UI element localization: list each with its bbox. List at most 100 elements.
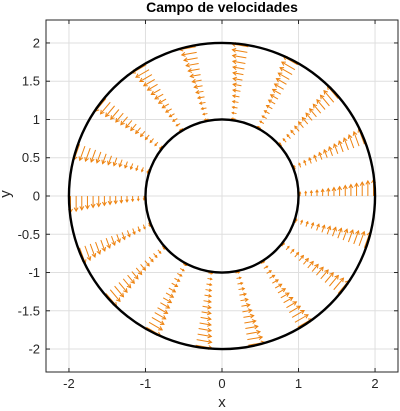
velocity-arrow: [324, 272, 334, 283]
velocity-arrow: [239, 293, 247, 296]
velocity-arrowhead: [115, 117, 120, 123]
velocity-arrow: [333, 277, 344, 291]
velocity-arrowhead: [161, 315, 167, 320]
x-axis-label: x: [218, 394, 226, 411]
velocity-arrowhead: [118, 163, 123, 168]
velocity-arrow: [326, 226, 331, 235]
velocity-arrow: [151, 316, 165, 325]
velocity-arrowhead: [90, 157, 95, 163]
velocity-arrowhead: [181, 268, 185, 272]
velocity-arrowhead: [238, 276, 242, 280]
velocity-arrowhead: [161, 104, 166, 109]
velocity-arrowhead: [296, 305, 302, 310]
velocity-arrowhead: [86, 256, 92, 262]
velocity-arrowhead: [144, 136, 149, 141]
velocity-arrowhead: [135, 130, 140, 135]
velocity-arrowhead: [137, 270, 143, 276]
velocity-arrowhead: [323, 89, 328, 95]
velocity-arrow: [165, 292, 174, 298]
velocity-arrowhead: [167, 298, 173, 304]
velocity-arrowhead: [333, 143, 338, 149]
velocity-arrow: [165, 108, 172, 113]
velocity-arrowhead: [318, 151, 323, 156]
velocity-arrowhead: [154, 143, 158, 147]
velocity-arrowhead: [292, 301, 298, 306]
velocity-arrowhead: [277, 72, 283, 77]
velocity-arrowhead: [273, 83, 279, 88]
velocity-arrowhead: [84, 157, 89, 163]
velocity-arrow: [309, 108, 317, 118]
velocity-arrowhead: [300, 254, 305, 259]
velocity-arrowhead: [331, 186, 337, 192]
y-tick-label: 0: [33, 189, 40, 204]
velocity-arrowhead: [146, 86, 152, 91]
velocity-arrow: [232, 89, 241, 92]
velocity-arrowhead: [261, 115, 265, 119]
velocity-arrow: [301, 117, 309, 125]
velocity-arrowhead: [195, 90, 200, 95]
outer-circle: [67, 41, 377, 351]
velocity-arrow: [197, 96, 205, 99]
velocity-arrowhead: [124, 164, 128, 169]
velocity-arrowhead: [90, 203, 96, 209]
velocity-arrowhead: [99, 109, 105, 115]
velocity-arrowhead: [182, 57, 188, 63]
velocity-arrowhead: [139, 77, 144, 83]
velocity-arrowhead: [209, 283, 213, 287]
velocity-arrow: [278, 72, 290, 80]
velocity-arrow: [90, 149, 97, 163]
velocity-arrow: [272, 88, 282, 95]
velocity-arrowhead: [135, 167, 139, 172]
velocity-arrowhead: [310, 222, 315, 226]
velocity-arrowhead: [127, 233, 131, 238]
velocity-arrowhead: [365, 179, 371, 185]
velocity-arrowhead: [251, 319, 257, 324]
velocity-arrow: [232, 60, 246, 64]
velocity-arrowhead: [342, 137, 348, 143]
velocity-arrowhead: [291, 248, 295, 252]
velocity-arrow: [270, 94, 279, 100]
velocity-arrowhead: [308, 157, 312, 161]
velocity-arrowhead: [328, 145, 333, 151]
velocity-arrow: [148, 321, 163, 331]
velocity-arrow: [312, 103, 322, 114]
velocity-arrowhead: [120, 120, 125, 126]
velocity-arrow: [113, 157, 118, 166]
velocity-arrowhead: [149, 140, 153, 144]
tick-labels: -2 -1 0 1 2 -2 -1.5 -1 -0.5 0 0.5 1 1.5 2: [18, 35, 379, 391]
velocity-arrow: [168, 287, 176, 293]
velocity-arrowhead: [263, 110, 268, 114]
velocity-arrow: [130, 123, 137, 131]
velocity-arrow: [197, 333, 212, 337]
velocity-arrowhead: [171, 118, 176, 122]
velocity-arrowhead: [342, 184, 348, 190]
velocity-arrow: [294, 314, 309, 323]
velocity-arrowhead: [309, 260, 314, 266]
y-tick-label: 1.5: [22, 74, 40, 89]
velocity-arrow: [181, 51, 197, 56]
velocity-arrowhead: [300, 219, 304, 223]
velocity-arrowhead: [121, 236, 126, 241]
velocity-arrow: [283, 297, 293, 304]
velocity-arrow: [281, 61, 296, 71]
velocity-arrowhead: [316, 99, 321, 104]
axes-box: [45, 19, 399, 373]
velocity-arrow: [294, 125, 300, 132]
velocity-arrowhead: [130, 126, 135, 132]
velocity-arrowhead: [146, 262, 150, 267]
velocity-arrowhead: [324, 269, 329, 275]
velocity-arrow: [313, 155, 318, 162]
velocity-arrowhead: [231, 100, 236, 104]
velocity-arrowhead: [290, 129, 294, 134]
velocity-arrowhead: [339, 277, 345, 283]
velocity-arrowhead: [243, 292, 248, 297]
velocity-arrow: [109, 289, 121, 302]
velocity-arrow: [316, 99, 326, 110]
x-tick-label: 1: [295, 376, 302, 391]
velocity-arrowhead: [116, 297, 121, 303]
velocity-arrowhead: [105, 112, 110, 118]
velocity-arrow: [320, 94, 330, 107]
velocity-arrowhead: [337, 185, 343, 191]
velocity-arrowhead: [231, 111, 235, 115]
